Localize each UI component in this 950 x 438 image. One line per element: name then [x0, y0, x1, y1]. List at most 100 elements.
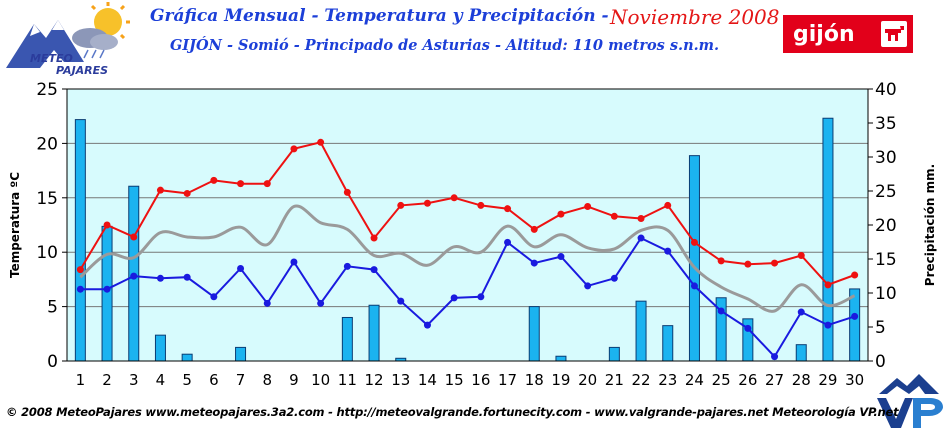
y-tick-label: 25: [36, 80, 58, 100]
temp-min-point: [397, 297, 405, 305]
x-tick-label: 22: [632, 371, 651, 389]
y-tick-label: 20: [36, 134, 58, 154]
temp-min-point: [237, 265, 245, 273]
precipitation-bar: [368, 304, 380, 362]
gridlines: [67, 142, 868, 308]
temp-max-line: [79, 141, 855, 286]
precipitation-bar: [608, 346, 620, 362]
precipitation-bar: [635, 300, 647, 362]
temp-min-point: [183, 273, 191, 281]
temp-max-point: [263, 180, 271, 188]
meteopajares-logo: METEO PAJARES: [4, 2, 134, 80]
x-tick-label: 23: [658, 371, 677, 389]
temp-min-point: [717, 307, 725, 315]
temp-max-point: [343, 188, 351, 196]
temp-min-point: [690, 282, 698, 290]
chart-subtitle: GIJÓN - Somió - Principado de Asturias -…: [170, 37, 720, 54]
x-tick-label: 19: [551, 371, 570, 389]
x-tick-label: 14: [418, 371, 437, 389]
temp-max-point: [317, 138, 325, 146]
x-tick-label: 11: [338, 371, 357, 389]
x-tick-label: 12: [365, 371, 384, 389]
y2-tick-label: 25: [875, 182, 897, 202]
x-tick-label: 30: [845, 371, 864, 389]
plot-area: [67, 89, 868, 361]
x-tick-label: 3: [129, 371, 139, 389]
temp-max-point: [610, 212, 618, 220]
temp-min-point: [797, 308, 805, 316]
temp-max-point: [690, 238, 698, 246]
x-tick-label: 24: [685, 371, 704, 389]
temp-max-point: [717, 257, 725, 265]
x-tick-label: 20: [578, 371, 597, 389]
y2-tick-label: 15: [875, 250, 897, 270]
x-tick-label: 6: [209, 371, 219, 389]
chart-title: Gráfica Mensual - Temperatura y Precipit…: [150, 6, 609, 26]
temp-min-point: [744, 324, 752, 332]
x-tick-label: 4: [156, 371, 166, 389]
temp-max-point: [824, 281, 832, 289]
precipitation-bar: [154, 334, 166, 362]
x-tick-label: 26: [738, 371, 757, 389]
temp-max-point: [76, 266, 84, 274]
x-tick-label: 16: [471, 371, 490, 389]
temp-min-point: [771, 353, 779, 361]
temp-min-point: [103, 285, 111, 293]
temp-max-point: [103, 221, 111, 229]
temp-max-point: [370, 234, 378, 242]
y-tick-label: 0: [47, 352, 58, 372]
precipitation-bar: [528, 306, 540, 362]
temp-min-point: [156, 274, 164, 282]
precipitation-bar: [181, 353, 193, 362]
temp-max-point: [557, 210, 565, 218]
temp-max-point: [423, 199, 431, 207]
y2-axis-label: Precipitación mm.: [923, 164, 937, 286]
temp-min-point: [263, 299, 271, 307]
logo-text-pajares: PAJARES: [56, 64, 109, 77]
precipitation-bar: [74, 119, 86, 362]
temp-min-point: [504, 238, 512, 246]
temp-min-point: [584, 282, 592, 290]
temp-max-point: [397, 201, 405, 209]
temp-min-point: [824, 321, 832, 329]
x-tick-label: 1: [76, 371, 86, 389]
x-tick-label: 7: [236, 371, 246, 389]
temp-max-point: [771, 259, 779, 267]
temp-min-point: [317, 299, 325, 307]
temp-max-point: [504, 205, 512, 213]
y2-tick-label: 5: [875, 318, 886, 338]
precipitation-bar: [341, 316, 353, 362]
precipitation-bar: [555, 355, 567, 362]
x-tick-label: 8: [262, 371, 272, 389]
temp-min-point: [557, 253, 565, 261]
y-tick-label: 15: [36, 189, 58, 209]
temp-max-point: [584, 203, 592, 211]
precipitation-bar: [688, 155, 700, 362]
y-axis-label: Temperatura ºC: [8, 172, 22, 278]
precipitation-bar: [101, 225, 113, 362]
temp-max-point: [797, 251, 805, 259]
temp-avg-line: [79, 204, 856, 313]
temp-max-point: [744, 260, 752, 268]
temp-min-point: [610, 274, 618, 282]
precipitation-bar: [235, 346, 247, 362]
gijon-logo-text: gijón: [793, 21, 855, 47]
x-tick-label: 29: [818, 371, 837, 389]
gijon-emblem-icon: [881, 21, 907, 47]
x-tick-label: 27: [765, 371, 784, 389]
chart-month: Noviembre 2008: [610, 5, 780, 29]
temp-max-point: [237, 180, 245, 188]
x-tick-label: 18: [525, 371, 544, 389]
x-tick-label: 2: [102, 371, 112, 389]
temp-max-point: [290, 145, 298, 153]
temp-max-point: [156, 186, 164, 194]
x-tick-label: 15: [445, 371, 464, 389]
x-tick-label: 10: [311, 371, 330, 389]
y2-tick-label: 40: [875, 80, 897, 100]
temp-min-line: [80, 236, 855, 359]
y2-tick-label: 20: [875, 216, 897, 236]
x-tick-label: 21: [605, 371, 624, 389]
temp-min-point: [290, 258, 298, 266]
y2-tick-label: 0: [875, 352, 886, 372]
